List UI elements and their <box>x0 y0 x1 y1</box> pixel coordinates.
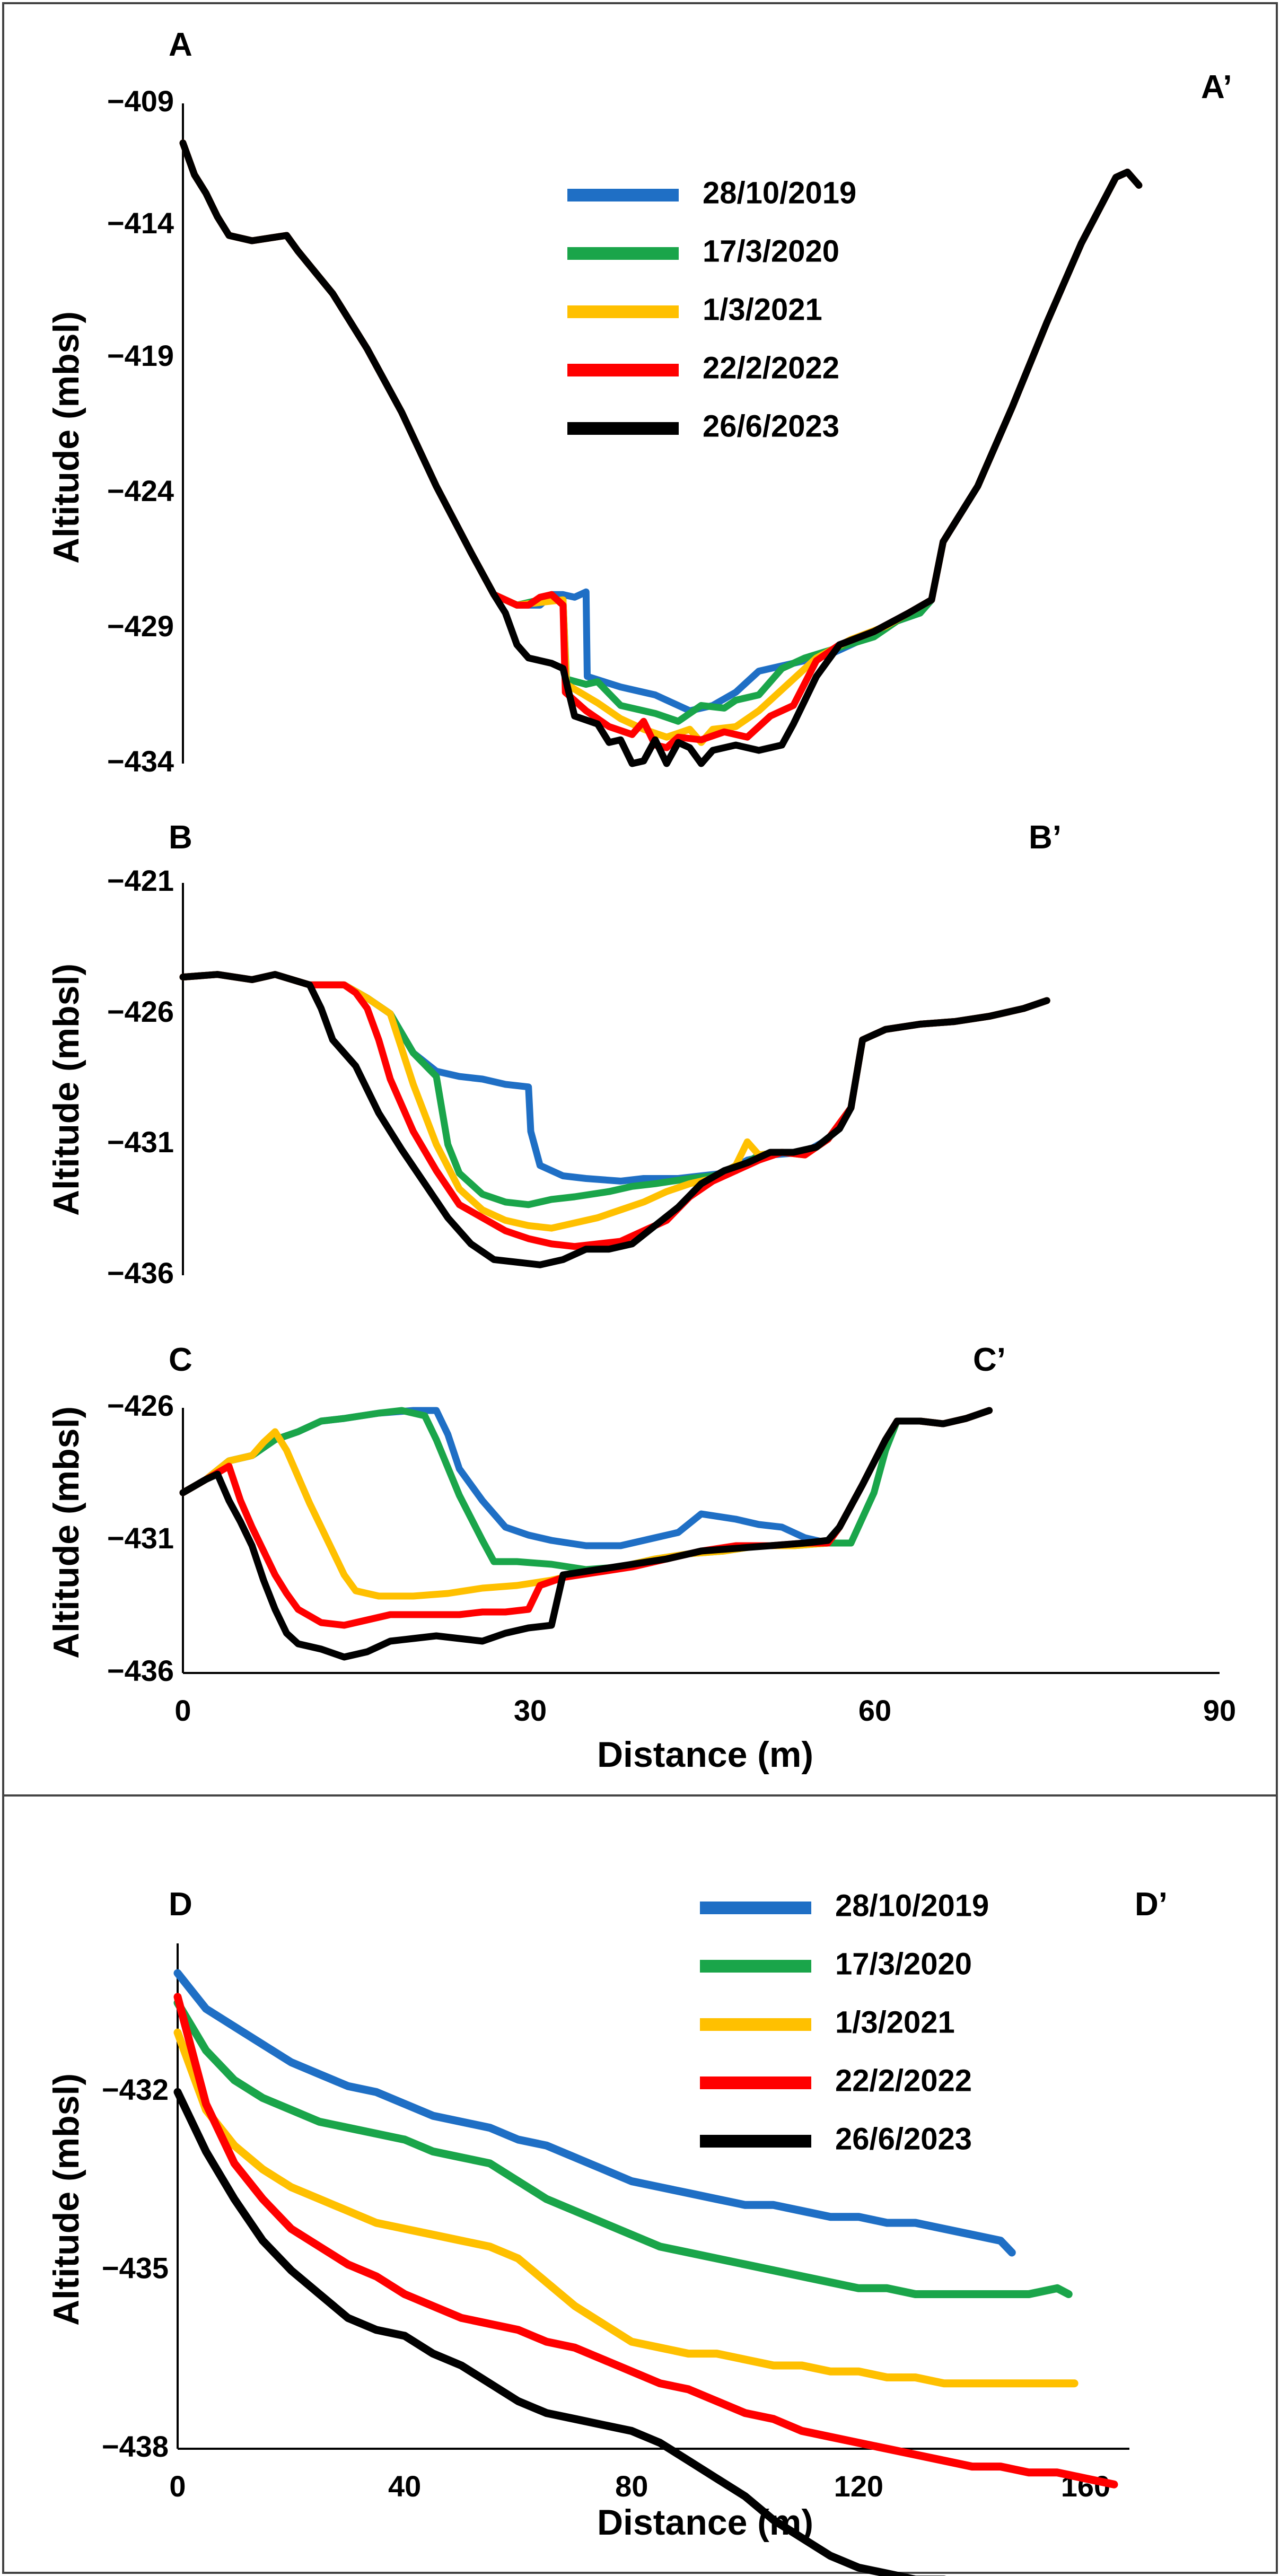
panel-d-y-axis-label: Altitude (mbsl) <box>46 2073 86 2326</box>
panel-b-start-label: B <box>169 819 192 856</box>
legend-item: 22/2/2022 <box>700 2063 972 2098</box>
panel-b: B B’ Altitude (mbsl) −421 −426 −431 −436 <box>46 819 1062 1290</box>
series-line-d <box>173 2088 946 2576</box>
panel-c-ytick: −436 <box>107 1654 174 1687</box>
legend-label: 22/2/2022 <box>835 2063 972 2098</box>
panel-a-ytick: −409 <box>107 84 174 118</box>
panel-c-x-axis-label: Distance (m) <box>597 1734 813 1775</box>
legend-item: 28/10/2019 <box>567 176 856 210</box>
series-line-c <box>179 1407 993 1573</box>
panel-a-plot <box>179 139 1143 767</box>
panel-c-xtick: 30 <box>514 1694 547 1727</box>
legend-item: 26/6/2023 <box>700 2122 972 2156</box>
panel-d-plot <box>173 1969 1118 2576</box>
panel-c-plot <box>179 1407 993 1661</box>
panel-c-xtick: 90 <box>1203 1694 1236 1727</box>
panel-d-xtick: 120 <box>834 2469 883 2503</box>
panel-c-end-label: C’ <box>973 1342 1006 1378</box>
legend-label: 17/3/2020 <box>835 1947 972 1981</box>
legend-label: 22/2/2022 <box>703 351 839 385</box>
series-line-d <box>173 2028 1079 2388</box>
legend-label: 1/3/2021 <box>703 292 822 327</box>
panel-c-y-axis-label: Altitude (mbsl) <box>46 1406 86 1659</box>
panel-c-xtick: 60 <box>858 1694 891 1727</box>
legend-label: 1/3/2021 <box>835 2005 955 2039</box>
panel-d-xtick: 0 <box>169 2469 186 2503</box>
legend-item: 1/3/2021 <box>700 2005 955 2039</box>
panel-a-ytick: −424 <box>107 474 174 507</box>
panel-d-ytick: −435 <box>102 2251 169 2284</box>
panel-a-start-label: A <box>169 27 192 63</box>
legend-label: 17/3/2020 <box>703 234 839 268</box>
legend-bottom: 28/10/2019 17/3/2020 1/3/2021 22/2/2022 … <box>700 1888 989 2156</box>
legend-item: 17/3/2020 <box>700 1947 972 1981</box>
panel-b-ytick: −431 <box>107 1125 174 1159</box>
panel-c-ytick: −431 <box>107 1521 174 1555</box>
panel-a-y-axis-label: Altitude (mbsl) <box>46 311 86 564</box>
legend-item: 22/2/2022 <box>567 351 839 385</box>
panel-c: C C’ Altitude (mbsl) −426 −431 −436 0 30… <box>46 1342 1236 1775</box>
lower-frame <box>2 1794 1278 2574</box>
legend-label: 26/6/2023 <box>835 2122 972 2156</box>
panel-d-ytick: −438 <box>102 2430 169 2463</box>
panel-a-ytick: −414 <box>107 206 174 240</box>
panel-d-start-label: D <box>169 1886 192 1923</box>
series-line-d <box>173 1999 1073 2298</box>
series-line-c <box>179 1407 993 1661</box>
panel-b-end-label: B’ <box>1029 819 1062 856</box>
series-line-d <box>173 1969 1016 2257</box>
panel-a-ytick: −429 <box>107 609 174 643</box>
panel-a-end-label: A’ <box>1201 69 1232 106</box>
panel-d-ytick: −432 <box>102 2073 169 2106</box>
panel-a-ytick: −434 <box>107 744 174 778</box>
legend-top: 28/10/2019 17/3/2020 1/3/2021 22/2/2022 … <box>567 176 856 443</box>
panel-c-start-label: C <box>169 1342 192 1378</box>
legend-item: 17/3/2020 <box>567 234 839 268</box>
panel-a: A A’ Altitude (mbsl) −409 −414 −419 −424… <box>46 27 1232 778</box>
legend-item: 1/3/2021 <box>567 292 822 327</box>
legend-label: 28/10/2019 <box>835 1888 989 1923</box>
legend-label: 28/10/2019 <box>703 176 856 210</box>
legend-label: 26/6/2023 <box>703 409 839 443</box>
panel-d-xtick: 80 <box>615 2469 648 2503</box>
legend-item: 26/6/2023 <box>567 409 839 443</box>
panel-b-y-axis-label: Altitude (mbsl) <box>46 963 86 1216</box>
panel-d-end-label: D’ <box>1135 1886 1168 1923</box>
panel-b-ytick: −436 <box>107 1256 174 1290</box>
panel-c-xtick: 0 <box>174 1694 191 1727</box>
series-line-d <box>173 1993 1118 2489</box>
panel-d-xtick: 40 <box>388 2469 421 2503</box>
panel-a-ytick: −419 <box>107 339 174 372</box>
panel-c-ytick: −426 <box>107 1389 174 1422</box>
panel-b-plot <box>179 971 1050 1268</box>
panel-b-ytick: −426 <box>107 995 174 1028</box>
series-line-b <box>179 971 1050 1268</box>
panel-b-ytick: −421 <box>107 864 174 897</box>
legend-item: 28/10/2019 <box>700 1888 989 1923</box>
series-line-a <box>179 139 1143 767</box>
